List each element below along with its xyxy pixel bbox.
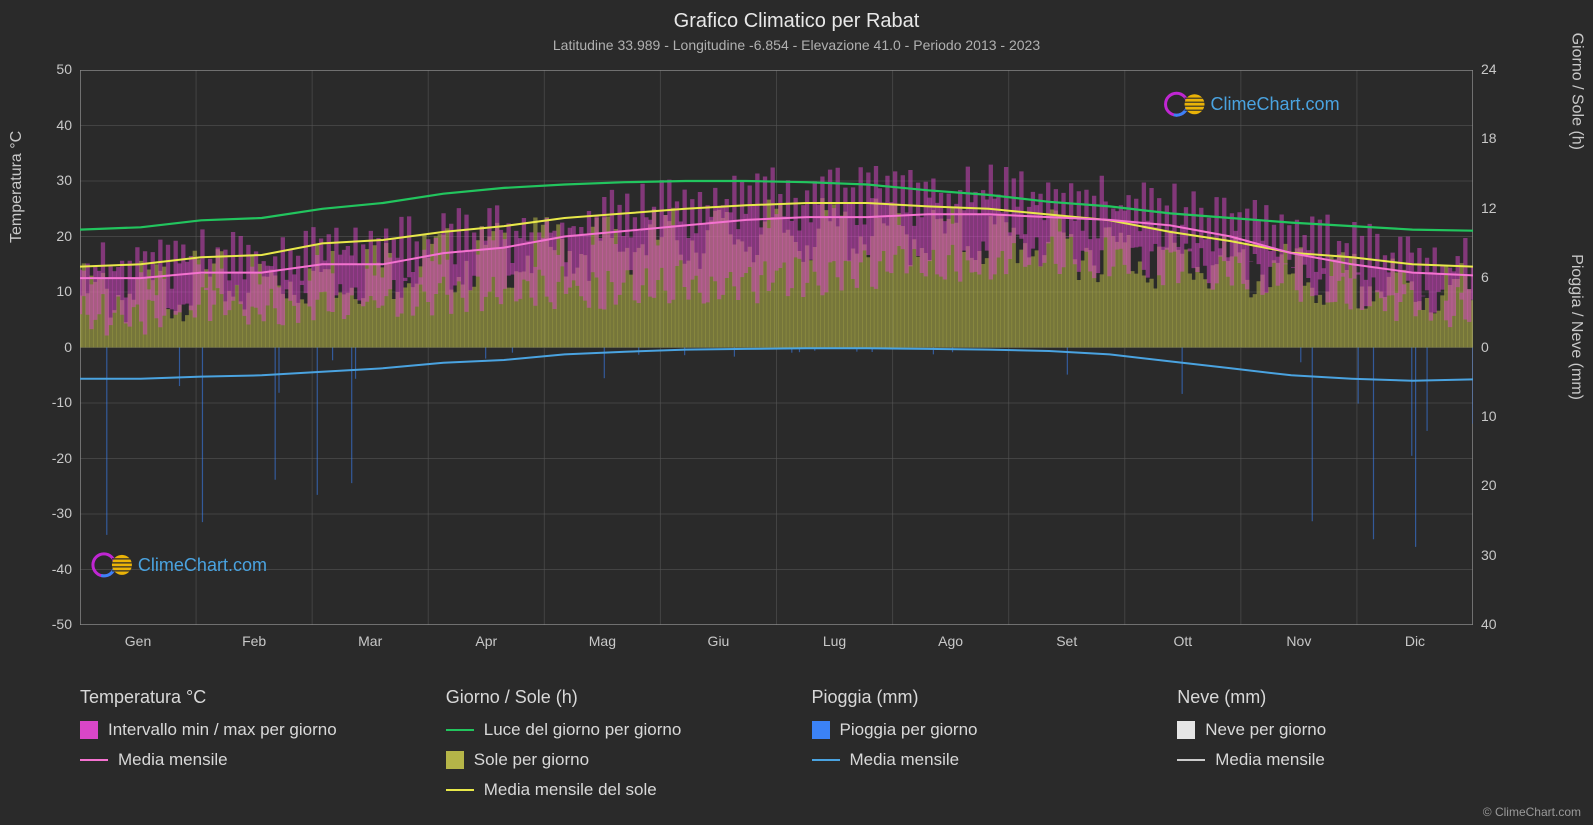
- legend-swatch: [446, 751, 464, 769]
- x-tick-month: Feb: [242, 633, 266, 649]
- legend-label: Sole per giorno: [474, 750, 589, 770]
- y-tick-right-hours: 12: [1481, 200, 1521, 216]
- x-tick-month: Mag: [589, 633, 616, 649]
- plot-area: ClimeChart.com ClimeChart.com: [80, 70, 1473, 625]
- y-tick-left: 30: [32, 172, 72, 188]
- x-tick-month: Apr: [475, 633, 497, 649]
- y-axis-left-label: Temperatura °C: [8, 130, 26, 242]
- x-tick-month: Ago: [938, 633, 963, 649]
- legend-item: Media mensile: [1177, 750, 1513, 770]
- copyright-text: © ClimeChart.com: [1483, 805, 1581, 819]
- legend-item: Media mensile del sole: [446, 780, 782, 800]
- legend-header: Pioggia (mm): [812, 687, 1148, 708]
- y-tick-left: 0: [32, 339, 72, 355]
- legend-line-swatch: [812, 759, 840, 761]
- y-tick-left: 20: [32, 228, 72, 244]
- x-tick-month: Gen: [125, 633, 151, 649]
- legend-item: Neve per giorno: [1177, 720, 1513, 740]
- legend-item: Media mensile: [812, 750, 1148, 770]
- legend-label: Pioggia per giorno: [840, 720, 978, 740]
- plot-svg: ClimeChart.com ClimeChart.com: [80, 70, 1473, 625]
- legend-item: Sole per giorno: [446, 750, 782, 770]
- y-tick-left: -50: [32, 616, 72, 632]
- chart-subtitle: Latitudine 33.989 - Longitudine -6.854 -…: [0, 33, 1593, 53]
- y-tick-right-hours: 0: [1481, 339, 1521, 355]
- legend-item: Intervallo min / max per giorno: [80, 720, 416, 740]
- y-tick-right-mm: 10: [1481, 408, 1521, 424]
- legend-line-swatch: [446, 729, 474, 731]
- y-tick-right-mm: 40: [1481, 616, 1521, 632]
- y-tick-left: -20: [32, 450, 72, 466]
- legend-column: Neve (mm) Neve per giorno Media mensile: [1177, 687, 1513, 810]
- legend-label: Luce del giorno per giorno: [484, 720, 682, 740]
- legend-swatch: [1177, 721, 1195, 739]
- legend-line-swatch: [446, 789, 474, 791]
- legend: Temperatura °C Intervallo min / max per g…: [80, 687, 1513, 810]
- y-tick-left: 40: [32, 117, 72, 133]
- y-axis-right-bottom-label: Pioggia / Neve (mm): [1567, 254, 1585, 400]
- chart-title: Grafico Climatico per Rabat: [0, 0, 1593, 33]
- legend-column: Pioggia (mm) Pioggia per giorno Media mens…: [812, 687, 1148, 810]
- y-axis-right-top-label: Giorno / Sole (h): [1567, 33, 1585, 150]
- climate-chart: Grafico Climatico per Rabat Latitudine 3…: [0, 0, 1593, 825]
- legend-item: Media mensile: [80, 750, 416, 770]
- y-tick-right-hours: 24: [1481, 61, 1521, 77]
- y-tick-left: 10: [32, 283, 72, 299]
- legend-column: Temperatura °C Intervallo min / max per g…: [80, 687, 416, 810]
- svg-text:ClimeChart.com: ClimeChart.com: [1211, 94, 1340, 114]
- x-tick-month: Ott: [1173, 633, 1192, 649]
- y-tick-left: -30: [32, 505, 72, 521]
- y-tick-right-hours: 6: [1481, 269, 1521, 285]
- y-tick-left: -10: [32, 394, 72, 410]
- x-tick-month: Set: [1056, 633, 1077, 649]
- legend-item: Pioggia per giorno: [812, 720, 1148, 740]
- x-tick-month: Lug: [823, 633, 846, 649]
- legend-column: Giorno / Sole (h) Luce del giorno per gio…: [446, 687, 782, 810]
- x-tick-month: Giu: [708, 633, 730, 649]
- legend-swatch: [80, 721, 98, 739]
- x-tick-month: Mar: [358, 633, 382, 649]
- legend-label: Intervallo min / max per giorno: [108, 720, 337, 740]
- legend-header: Temperatura °C: [80, 687, 416, 708]
- y-tick-right-hours: 18: [1481, 130, 1521, 146]
- legend-swatch: [812, 721, 830, 739]
- legend-label: Neve per giorno: [1205, 720, 1326, 740]
- svg-text:ClimeChart.com: ClimeChart.com: [138, 555, 267, 575]
- x-tick-month: Dic: [1405, 633, 1425, 649]
- legend-header: Giorno / Sole (h): [446, 687, 782, 708]
- y-tick-left: 50: [32, 61, 72, 77]
- legend-line-swatch: [80, 759, 108, 761]
- y-tick-right-mm: 20: [1481, 477, 1521, 493]
- legend-header: Neve (mm): [1177, 687, 1513, 708]
- legend-label: Media mensile: [1215, 750, 1325, 770]
- y-tick-right-mm: 30: [1481, 547, 1521, 563]
- legend-label: Media mensile del sole: [484, 780, 657, 800]
- legend-label: Media mensile: [850, 750, 960, 770]
- legend-label: Media mensile: [118, 750, 228, 770]
- y-tick-left: -40: [32, 561, 72, 577]
- legend-line-swatch: [1177, 759, 1205, 761]
- x-tick-month: Nov: [1286, 633, 1311, 649]
- legend-item: Luce del giorno per giorno: [446, 720, 782, 740]
